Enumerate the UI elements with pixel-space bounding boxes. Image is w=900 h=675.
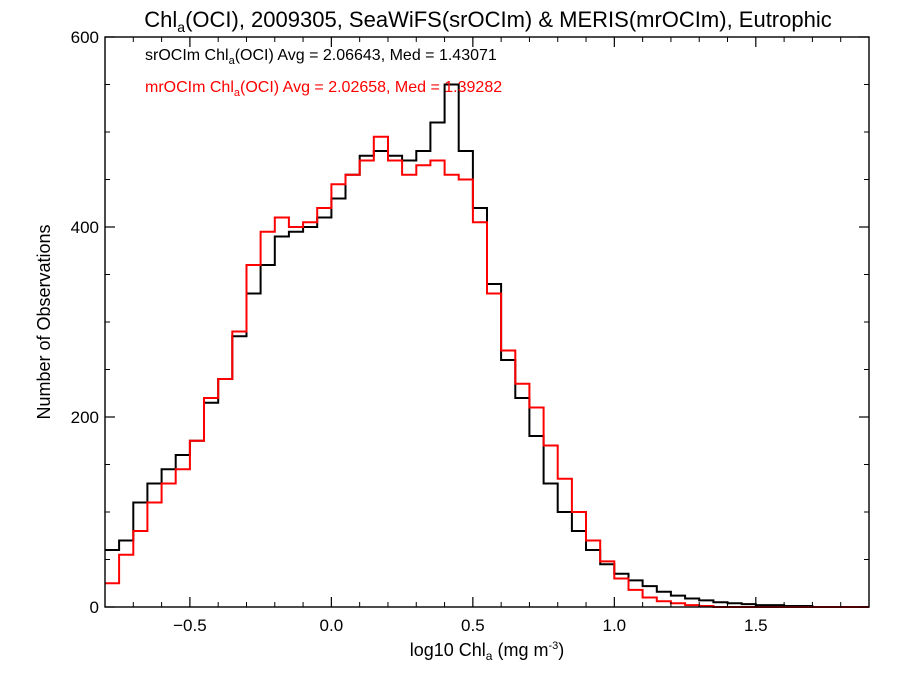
black-series-annotation: srOCIm Chla(OCI) Avg = 2.06643, Med = 1.…	[145, 47, 497, 67]
y-axis-label: Number of Observations	[34, 224, 54, 419]
series-line-red	[105, 135, 869, 608]
x-tick-label: −0.5	[173, 616, 207, 635]
x-tick-label: 1.0	[603, 616, 627, 635]
plot-area	[105, 83, 869, 608]
x-axis: −0.5 0.0 0.5 1.0 1.5	[132, 37, 842, 635]
y-tick-label: 400	[71, 218, 99, 237]
x-tick-label: 1.5	[744, 616, 768, 635]
y-axis: 0 200 400 600	[71, 28, 869, 617]
x-tick-label: 0.5	[461, 616, 485, 635]
y-tick-label: 0	[90, 598, 99, 617]
y-tick-label: 600	[71, 28, 99, 47]
y-tick-label: 200	[71, 408, 99, 427]
x-axis-label: log10 Chla (mg m-3)	[410, 640, 565, 663]
red-series-annotation: mrOCIm Chla(OCI) Avg = 2.02658, Med = 1.…	[145, 79, 502, 99]
x-tick-label: 0.0	[320, 616, 344, 635]
chart-title: Chla(OCI), 2009305, SeaWiFS(srOCIm) & ME…	[144, 7, 831, 35]
